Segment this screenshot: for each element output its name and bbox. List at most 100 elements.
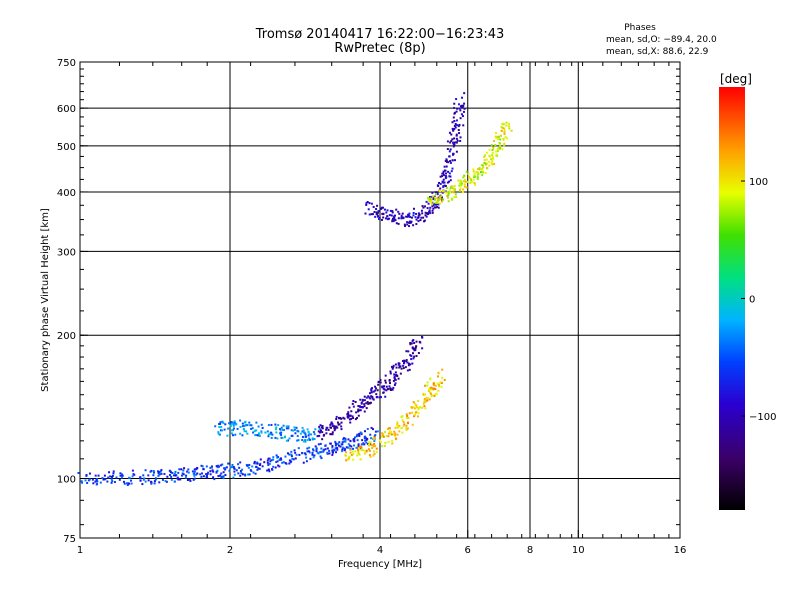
data-point	[437, 203, 440, 206]
data-point	[401, 431, 404, 434]
data-point	[378, 216, 381, 219]
data-point	[230, 421, 233, 424]
data-point	[282, 461, 285, 464]
data-point	[435, 192, 438, 195]
data-point	[212, 470, 215, 473]
data-point	[357, 448, 360, 451]
data-point	[373, 436, 376, 439]
data-point	[405, 359, 408, 362]
data-point	[154, 478, 157, 481]
data-point	[494, 135, 497, 138]
data-point	[336, 426, 339, 429]
data-point	[250, 424, 253, 427]
data-point	[397, 377, 400, 380]
data-point	[484, 172, 487, 175]
data-point	[459, 188, 462, 191]
data-point	[268, 462, 271, 465]
data-point	[235, 423, 238, 426]
data-point	[237, 463, 240, 466]
data-point	[438, 198, 441, 201]
data-point	[492, 139, 495, 142]
data-point	[463, 174, 466, 177]
data-point	[490, 161, 493, 164]
data-point	[306, 438, 309, 441]
data-point	[459, 117, 462, 120]
data-point	[150, 480, 153, 483]
data-point	[202, 475, 205, 478]
data-point	[319, 451, 322, 454]
data-point	[386, 218, 389, 221]
data-point	[207, 471, 210, 474]
data-point	[365, 202, 368, 205]
data-point	[436, 375, 439, 378]
data-point	[172, 474, 175, 477]
data-point	[408, 212, 411, 215]
data-point	[391, 220, 394, 223]
data-point	[372, 428, 375, 431]
data-point	[80, 480, 83, 483]
data-point	[219, 421, 222, 424]
data-point	[368, 401, 371, 404]
data-point	[299, 432, 302, 435]
data-point	[443, 169, 446, 172]
data-point	[363, 449, 366, 452]
data-point	[334, 440, 337, 443]
data-point	[459, 180, 462, 183]
data-point	[371, 397, 374, 400]
data-point	[302, 431, 305, 434]
data-point	[361, 443, 364, 446]
data-point	[278, 428, 281, 431]
data-point	[352, 453, 355, 456]
data-point	[434, 191, 437, 194]
x-tick-label: 2	[227, 545, 233, 556]
data-point	[421, 347, 424, 350]
data-point	[368, 449, 371, 452]
data-point	[284, 455, 287, 458]
data-point	[174, 474, 177, 477]
data-point	[336, 446, 339, 449]
data-point	[434, 201, 437, 204]
data-point	[323, 433, 326, 436]
data-point	[429, 387, 432, 390]
data-point	[347, 443, 350, 446]
data-point	[104, 478, 107, 481]
data-point	[346, 413, 349, 416]
y-tick-label: 400	[57, 188, 76, 199]
data-point	[448, 155, 451, 158]
data-point	[391, 210, 394, 213]
data-point	[448, 172, 451, 175]
data-point	[411, 406, 414, 409]
data-point	[274, 466, 277, 469]
data-point	[241, 473, 244, 476]
data-point	[220, 475, 223, 478]
data-point	[200, 464, 203, 467]
data-point	[488, 148, 491, 151]
data-point	[91, 478, 94, 481]
data-point	[478, 167, 481, 170]
data-point	[501, 122, 504, 125]
data-point	[447, 200, 450, 203]
data-point	[453, 137, 456, 140]
data-point	[480, 167, 483, 170]
data-point	[438, 202, 441, 205]
data-point	[413, 407, 416, 410]
data-point	[157, 472, 160, 475]
data-point	[318, 434, 321, 437]
data-point	[349, 448, 352, 451]
data-point	[239, 419, 242, 422]
data-point	[427, 390, 430, 393]
data-point	[452, 152, 455, 155]
data-point	[288, 459, 291, 462]
data-point	[202, 468, 205, 471]
data-point	[170, 478, 173, 481]
data-point	[360, 432, 363, 435]
data-point	[382, 391, 385, 394]
data-point	[86, 481, 89, 484]
data-point	[439, 175, 442, 178]
data-point	[391, 367, 394, 370]
data-point	[453, 120, 456, 123]
data-point	[417, 352, 420, 355]
data-point	[255, 465, 258, 468]
data-point	[431, 203, 434, 206]
data-point	[160, 472, 163, 475]
